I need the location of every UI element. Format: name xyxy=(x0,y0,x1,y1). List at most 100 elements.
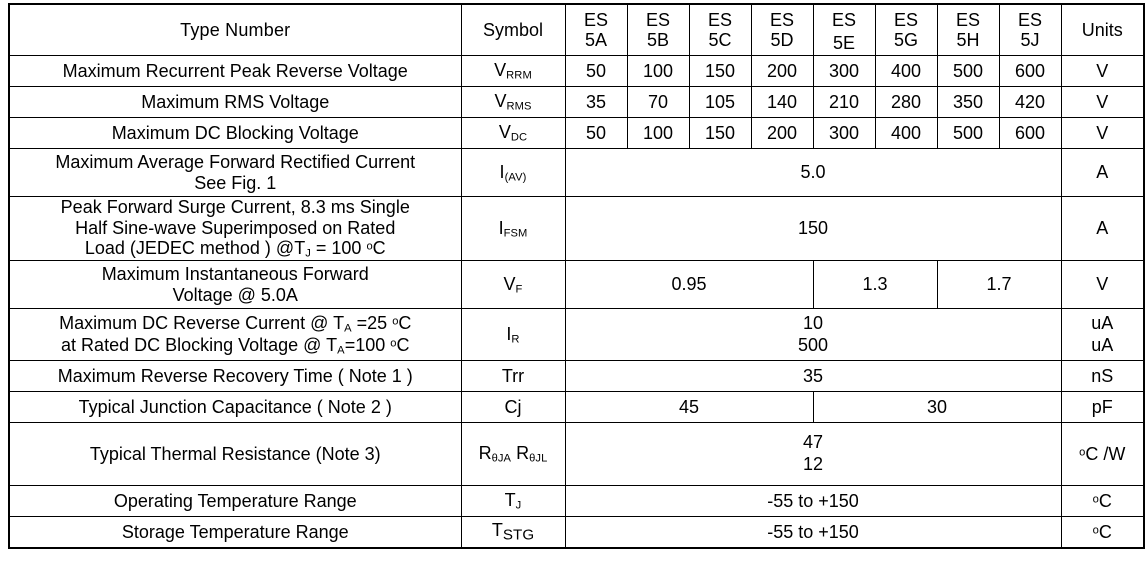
row-units: V xyxy=(1060,86,1145,118)
symbol-subscript: θJL xyxy=(529,452,548,465)
row-description: Maximum RMS Voltage xyxy=(8,86,462,118)
cell-value: 280 xyxy=(874,86,938,118)
header-part-es5g: ES 5G xyxy=(874,3,938,56)
value-line: 500 xyxy=(797,334,829,355)
row-symbol: VDC xyxy=(460,117,566,149)
cell-value: 70 xyxy=(626,86,690,118)
row-description: Maximum Instantaneous Forward Voltage @ … xyxy=(8,260,462,309)
units-text: C xyxy=(1098,521,1112,542)
row-symbol: I(AV) xyxy=(460,148,566,197)
symbol-subscript: STG xyxy=(502,526,535,544)
degree-symbol: o xyxy=(366,240,373,253)
degree-symbol: o xyxy=(390,336,397,349)
table-row-ifsm: Peak Forward Surge Current, 8.3 ms Singl… xyxy=(8,196,1145,261)
cell-value-span: 150 xyxy=(564,196,1062,261)
header-symbol: Symbol xyxy=(460,3,566,56)
symbol-base: I xyxy=(498,217,504,238)
row-description: Operating Temperature Range xyxy=(8,485,462,517)
part-prefix: ES xyxy=(1017,9,1042,30)
cell-value: 100 xyxy=(626,55,690,87)
header-part-es5d: ES 5D xyxy=(750,3,814,56)
row-symbol: Trr xyxy=(460,360,566,392)
description-line: at Rated DC Blocking Voltage @ TA=100 oC xyxy=(10,335,461,357)
row-units: nS xyxy=(1060,360,1145,392)
table-head: Type Number Symbol ES 5A ES 5B ES 5C ES … xyxy=(8,3,1145,56)
header-part-es5a: ES 5A xyxy=(564,3,628,56)
part-prefix: ES xyxy=(831,9,856,30)
description-text: =25 xyxy=(351,312,393,333)
row-units: uA uA xyxy=(1060,308,1145,361)
row-symbol: TJ xyxy=(460,485,566,517)
cell-value-span: 1.3 xyxy=(812,260,938,309)
cell-value: 140 xyxy=(750,86,814,118)
row-symbol: VF xyxy=(460,260,566,309)
row-description: Storage Temperature Range xyxy=(8,516,462,549)
units-text: C xyxy=(1098,490,1112,511)
part-suffix: 5B xyxy=(646,30,670,50)
symbol-line: RθJL xyxy=(516,443,548,465)
symbol-subscript: F xyxy=(515,282,523,295)
part-suffix: 5G xyxy=(893,30,918,50)
row-description: Peak Forward Surge Current, 8.3 ms Singl… xyxy=(8,196,462,261)
cell-value-span: 5.0 xyxy=(564,148,1062,197)
cell-value: 300 xyxy=(812,55,876,87)
header-part-es5b: ES 5B xyxy=(626,3,690,56)
row-units: pF xyxy=(1060,391,1145,423)
symbol-subscript: RMS xyxy=(506,100,532,113)
part-suffix: 5C xyxy=(708,30,732,50)
row-units: V xyxy=(1060,260,1145,309)
part-suffix: 5J xyxy=(1020,30,1040,50)
description-line: Maximum DC Reverse Current @ TA =25 oC xyxy=(10,313,461,335)
symbol-subscript: (AV) xyxy=(504,170,527,183)
header-part-es5e: ES 5E xyxy=(812,3,876,56)
description-subscript: A xyxy=(337,343,345,356)
symbol-base: T xyxy=(491,519,503,540)
table-row-storage-temp: Storage Temperature Range TSTG -55 to +1… xyxy=(8,516,1145,549)
description-text: C xyxy=(396,334,410,355)
row-symbol: Cj xyxy=(460,391,566,423)
table-row-cj: Typical Junction Capacitance ( Note 2 ) … xyxy=(8,391,1145,423)
description-subscript: J xyxy=(305,247,311,260)
symbol-base: I xyxy=(506,323,512,344)
row-description: Typical Thermal Resistance (Note 3) xyxy=(8,422,462,486)
cell-value-span: 30 xyxy=(812,391,1062,423)
value-line: 10 xyxy=(802,312,824,333)
part-suffix: 5D xyxy=(770,30,794,50)
row-units: oC xyxy=(1060,516,1145,549)
units-line: uA xyxy=(1091,312,1114,333)
description-text: at Rated DC Blocking Voltage @ T xyxy=(61,334,338,355)
cell-value-span: 35 xyxy=(564,360,1062,392)
part-prefix: ES xyxy=(583,9,608,30)
symbol-base: R xyxy=(478,443,492,464)
symbol-subscript: R xyxy=(511,332,520,345)
cell-value: 600 xyxy=(998,55,1062,87)
symbol-subscript: RRM xyxy=(506,69,532,82)
row-units: oC /W xyxy=(1060,422,1145,486)
part-prefix: ES xyxy=(769,9,794,30)
cell-value: 600 xyxy=(998,117,1062,149)
cell-value: 400 xyxy=(874,117,938,149)
cell-value: 200 xyxy=(750,117,814,149)
description-text: C xyxy=(398,312,412,333)
row-symbol: VRMS xyxy=(460,86,566,118)
row-symbol: TSTG xyxy=(460,516,566,549)
cell-value: 105 xyxy=(688,86,752,118)
degree-symbol: o xyxy=(1092,524,1099,537)
symbol-subscript: θJA xyxy=(491,452,512,465)
part-suffix: 5H xyxy=(956,30,980,50)
row-symbol: IR xyxy=(460,308,566,361)
part-prefix: ES xyxy=(955,9,980,30)
part-prefix: ES xyxy=(645,9,670,30)
part-suffix: 5A xyxy=(584,30,608,50)
cell-value: 200 xyxy=(750,55,814,87)
cell-value: 350 xyxy=(936,86,1000,118)
table-row-vdc: Maximum DC Blocking Voltage VDC 50 100 1… xyxy=(8,117,1145,149)
table-row-vrrm: Maximum Recurrent Peak Reverse Voltage V… xyxy=(8,55,1145,87)
part-prefix: ES xyxy=(707,9,732,30)
part-suffix: 5E xyxy=(832,33,856,53)
table-body: Maximum Recurrent Peak Reverse Voltage V… xyxy=(8,55,1145,549)
symbol-base: V xyxy=(503,273,516,294)
row-units: oC xyxy=(1060,485,1145,517)
table-row-vf: Maximum Instantaneous Forward Voltage @ … xyxy=(8,260,1145,309)
